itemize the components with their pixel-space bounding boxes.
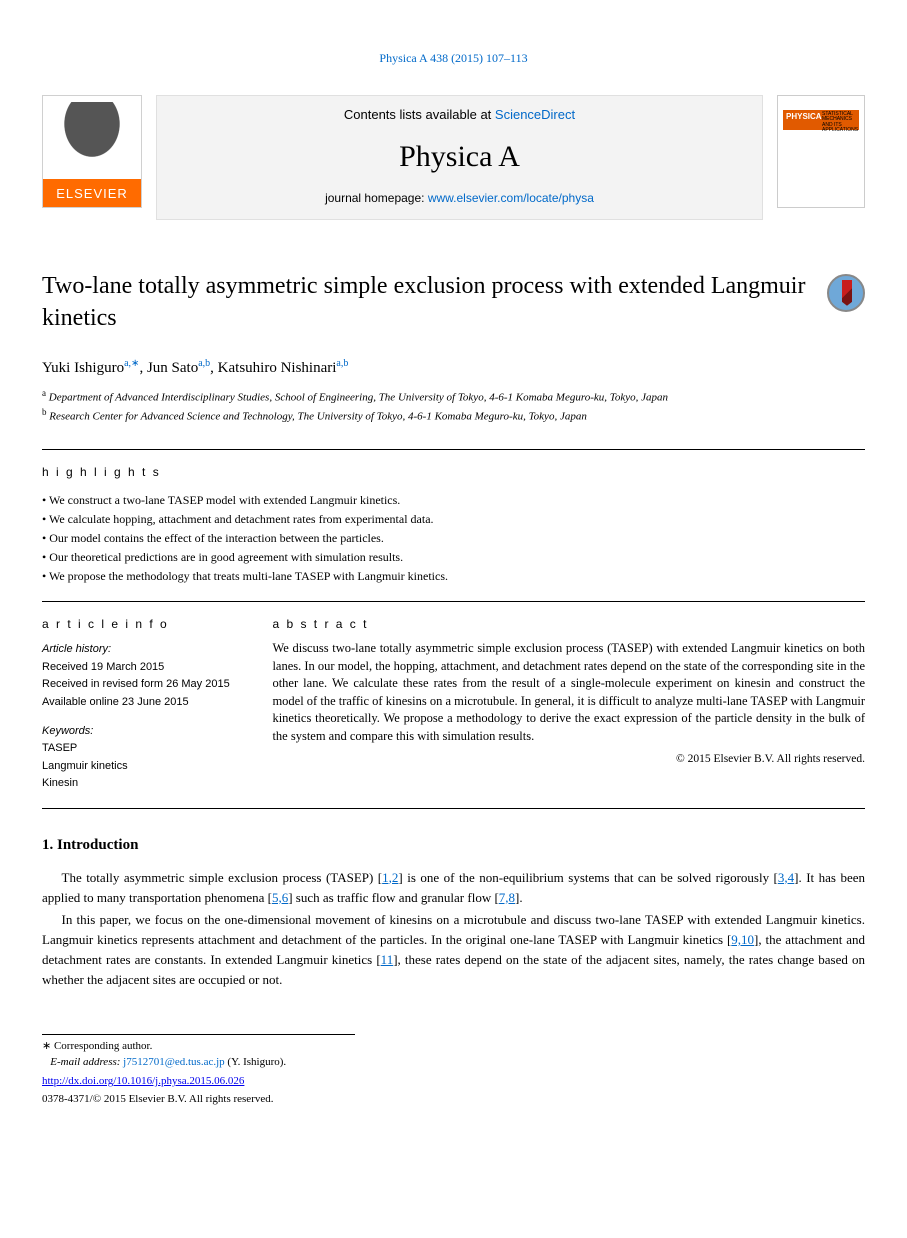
highlight-item: Our theoretical predictions are in good … — [42, 548, 847, 567]
highlight-item: We construct a two-lane TASEP model with… — [42, 491, 847, 510]
history-line: Article history: — [42, 642, 256, 657]
section-heading: 1. Introduction — [42, 835, 865, 856]
cover-subtitle: STATISTICAL MECHANICS AND ITS APPLICATIO… — [822, 112, 858, 134]
contents-available: Contents lists available at ScienceDirec… — [167, 106, 752, 124]
author-aff-link[interactable]: a,b — [336, 358, 348, 369]
cite-link[interactable]: 7,8 — [499, 890, 515, 905]
paragraph: The totally asymmetric simple exclusion … — [42, 868, 865, 908]
highlight-item: Our model contains the effect of the int… — [42, 529, 847, 548]
cite-link[interactable]: 5,6 — [272, 890, 288, 905]
author-list: Yuki Ishiguroa,∗, Jun Satoa,b, Katsuhiro… — [42, 357, 865, 379]
contents-prefix: Contents lists available at — [344, 107, 495, 122]
highlights-heading: h i g h l i g h t s — [42, 464, 847, 481]
doi-link[interactable]: http://dx.doi.org/10.1016/j.physa.2015.0… — [42, 1075, 244, 1087]
journal-name: Physica A — [167, 136, 752, 178]
history-line: Available online 23 June 2015 — [42, 695, 256, 710]
journal-cover-thumb: PHYSICA STATISTICAL MECHANICS AND ITS AP… — [777, 95, 865, 208]
corresponding-note: ∗ Corresponding author. — [42, 1039, 355, 1054]
author: Katsuhiro Nishinaria,b — [218, 360, 349, 376]
history-line: Received 19 March 2015 — [42, 660, 256, 675]
homepage-link[interactable]: www.elsevier.com/locate/physa — [428, 191, 594, 205]
journal-homepage: journal homepage: www.elsevier.com/locat… — [167, 190, 752, 207]
sciencedirect-link[interactable]: ScienceDirect — [495, 107, 575, 122]
cite-link[interactable]: 11 — [381, 952, 394, 967]
abstract-heading: a b s t r a c t — [272, 616, 865, 633]
cite-link[interactable]: 1,2 — [382, 870, 398, 885]
footnotes: ∗ Corresponding author. E-mail address: … — [42, 1034, 355, 1070]
article-info: a r t i c l e i n f o Article history: R… — [42, 602, 272, 808]
cite-link[interactable]: 9,10 — [731, 932, 754, 947]
author-aff-link[interactable]: a — [124, 358, 128, 369]
paragraph: In this paper, we focus on the one-dimen… — [42, 910, 865, 991]
elsevier-logo: ELSEVIER — [42, 95, 142, 208]
banner-center: Contents lists available at ScienceDirec… — [156, 95, 763, 220]
email-link[interactable]: j7512701@ed.tus.ac.jp — [123, 1056, 224, 1068]
crossmark-icon[interactable] — [827, 274, 865, 312]
intro-text: The totally asymmetric simple exclusion … — [42, 868, 865, 991]
abstract-copyright: © 2015 Elsevier B.V. All rights reserved… — [272, 751, 865, 767]
affiliation: b Research Center for Advanced Science a… — [42, 406, 865, 425]
cover-label: PHYSICA — [786, 111, 822, 122]
affiliation: a Department of Advanced Interdisciplina… — [42, 387, 865, 406]
citation-header: Physica A 438 (2015) 107–113 — [42, 50, 865, 67]
author: Yuki Ishiguroa,∗ — [42, 360, 139, 376]
keyword: TASEP — [42, 741, 256, 756]
homepage-prefix: journal homepage: — [325, 191, 428, 205]
highlights-list: We construct a two-lane TASEP model with… — [42, 491, 847, 587]
author-aff-link[interactable]: a,b — [198, 358, 210, 369]
author: Jun Satoa,b — [147, 360, 210, 376]
keyword: Langmuir kinetics — [42, 759, 256, 774]
abstract-block: a b s t r a c t We discuss two-lane tota… — [272, 602, 865, 808]
cite-link[interactable]: 3,4 — [778, 870, 794, 885]
elsevier-text: ELSEVIER — [43, 185, 141, 203]
article-title: Two-lane totally asymmetric simple exclu… — [42, 270, 811, 335]
keywords-heading: Keywords: — [42, 724, 256, 739]
email-line: E-mail address: j7512701@ed.tus.ac.jp (Y… — [42, 1055, 355, 1070]
affiliations: a Department of Advanced Interdisciplina… — [42, 387, 865, 425]
history-line: Received in revised form 26 May 2015 — [42, 677, 256, 692]
keyword: Kinesin — [42, 776, 256, 791]
journal-banner: ELSEVIER Contents lists available at Sci… — [42, 95, 865, 220]
highlight-item: We propose the methodology that treats m… — [42, 567, 847, 586]
abstract-text: We discuss two-lane totally asymmetric s… — [272, 640, 865, 745]
issn-copyright: 0378-4371/© 2015 Elsevier B.V. All right… — [42, 1092, 865, 1107]
highlight-item: We calculate hopping, attachment and det… — [42, 510, 847, 529]
article-info-heading: a r t i c l e i n f o — [42, 616, 256, 633]
